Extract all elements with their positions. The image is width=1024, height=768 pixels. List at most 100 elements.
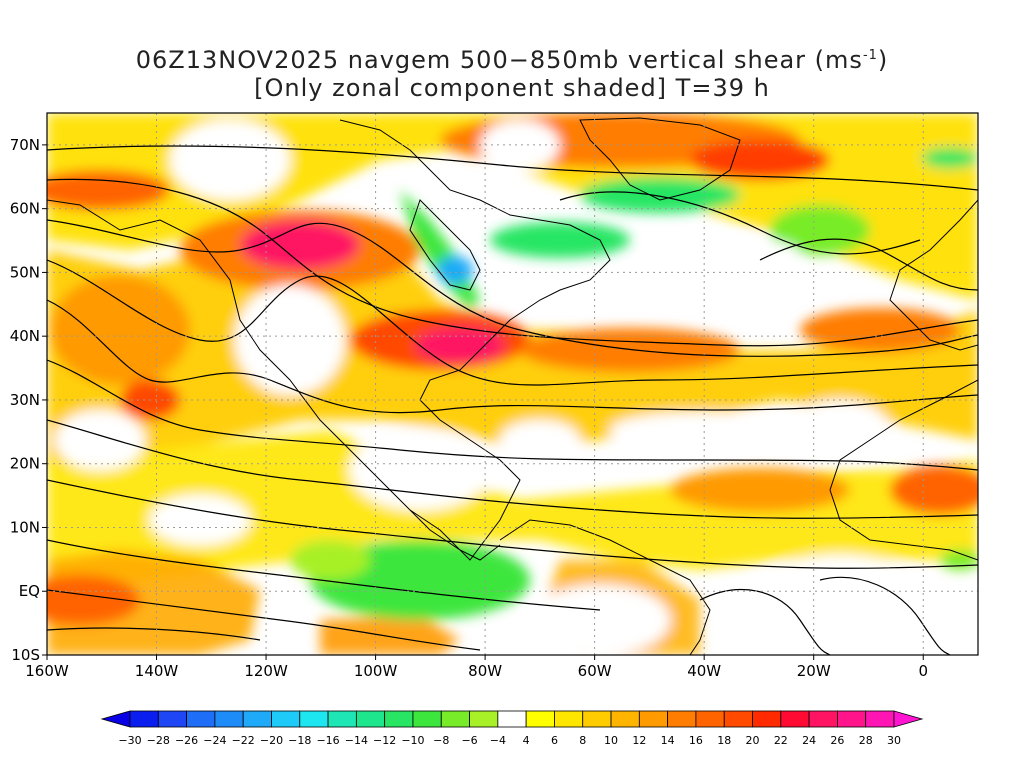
colorbar-label: −8 bbox=[433, 734, 449, 747]
gap-arctic-canada bbox=[480, 120, 560, 170]
hudson-bay bbox=[409, 199, 481, 291]
colorbar-label: −4 bbox=[490, 734, 506, 747]
colorbar-label: −26 bbox=[175, 734, 198, 747]
streamline bbox=[559, 191, 921, 255]
south-america-coast bbox=[499, 519, 711, 655]
shaded-field bbox=[47, 113, 978, 655]
colorbar-label: −16 bbox=[316, 734, 339, 747]
lon-label: 160W bbox=[25, 662, 69, 680]
colorbar-over-arrow bbox=[893, 710, 924, 728]
lat-axis-labels: 70N 60N 50N 40N 30N 20N 10N EQ 10S bbox=[10, 136, 40, 664]
neg-north-atlantic bbox=[770, 205, 870, 255]
lat-label: 70N bbox=[10, 136, 40, 154]
lon-label: 20W bbox=[797, 662, 831, 680]
streamline bbox=[47, 299, 978, 414]
colorbar-swatch bbox=[497, 710, 527, 728]
colorbar-swatch bbox=[610, 710, 640, 728]
colorbar-label: −14 bbox=[345, 734, 368, 747]
band-yellow-south bbox=[47, 430, 978, 590]
neg-labrador bbox=[490, 222, 630, 258]
gap-sahara bbox=[790, 400, 890, 460]
europe-coast bbox=[889, 199, 978, 351]
colorbar-label: 6 bbox=[551, 734, 558, 747]
lat-label: 20N bbox=[10, 455, 40, 473]
colorbar-label: 24 bbox=[802, 734, 816, 747]
colorbar-label: 14 bbox=[661, 734, 675, 747]
gap-rockies bbox=[235, 285, 345, 395]
neg-hudson-core bbox=[437, 256, 473, 284]
north-america-coast bbox=[47, 119, 611, 561]
colorbar-swatch bbox=[129, 710, 159, 728]
colorbar-label: 10 bbox=[604, 734, 618, 747]
gap-canada bbox=[170, 120, 290, 200]
gap-mexico bbox=[350, 430, 490, 510]
colorbar-swatch bbox=[582, 710, 612, 728]
core-pacific-west bbox=[50, 275, 190, 385]
colorbar-label: −6 bbox=[461, 734, 477, 747]
colorbar-swatch bbox=[157, 710, 187, 728]
streamline bbox=[47, 259, 978, 386]
colorbar-swatch bbox=[808, 710, 838, 728]
colorbar-swatch bbox=[780, 710, 810, 728]
title-end: ) bbox=[877, 46, 889, 74]
core-pacific-arc-red bbox=[240, 220, 360, 270]
streamline bbox=[819, 576, 951, 655]
plot-frame bbox=[46, 112, 979, 656]
lon-label: 140W bbox=[135, 662, 179, 680]
lon-label: 100W bbox=[354, 662, 398, 680]
streamline bbox=[47, 359, 978, 471]
colorbar-label: −28 bbox=[147, 734, 170, 747]
colorbar-swatch bbox=[299, 710, 329, 728]
core-africa bbox=[890, 465, 978, 515]
colorbar-swatch bbox=[214, 710, 244, 728]
colorbar bbox=[100, 710, 924, 728]
streamline bbox=[759, 238, 978, 291]
lon-label: 60W bbox=[578, 662, 612, 680]
title-text: 06Z13NOV2025 navgem 500−850mb vertical s… bbox=[135, 46, 863, 74]
core-alaska bbox=[47, 170, 170, 210]
colorbar-swatch bbox=[469, 710, 499, 728]
neg-east-pacific-light bbox=[290, 540, 370, 580]
band-orange-bottom bbox=[320, 615, 460, 655]
streamline bbox=[47, 627, 261, 641]
gap-caribbean bbox=[500, 420, 580, 460]
colorbar-swatch bbox=[865, 710, 895, 728]
colorbar-label: 28 bbox=[859, 734, 873, 747]
colorbar-label: −12 bbox=[373, 734, 396, 747]
chart-title-line2: [Only zonal component shaded] T=39 h bbox=[254, 74, 770, 102]
colorbar-label: 12 bbox=[632, 734, 646, 747]
neg-arctic-east bbox=[922, 148, 978, 168]
greenland bbox=[579, 117, 741, 201]
colorbar-label: 4 bbox=[523, 734, 530, 747]
colorbar-label: 26 bbox=[830, 734, 844, 747]
streamline bbox=[47, 219, 978, 357]
neg-gulf-guinea bbox=[940, 550, 978, 570]
lon-label: 80W bbox=[468, 662, 502, 680]
band-orange-equator bbox=[47, 550, 260, 655]
colorbar-label: 20 bbox=[746, 734, 760, 747]
streamlines bbox=[47, 145, 978, 655]
colorbar-swatch bbox=[525, 710, 555, 728]
lat-label: 30N bbox=[10, 391, 40, 409]
lon-axis-labels: 160W 140W 120W 100W 80W 60W 40W 20W 0 bbox=[25, 662, 928, 680]
colorbar-label: −30 bbox=[118, 734, 141, 747]
streamline bbox=[47, 178, 978, 347]
core-subtropics bbox=[670, 468, 850, 512]
streamline bbox=[47, 589, 481, 651]
colorbar-label: −10 bbox=[401, 734, 424, 747]
colorbar-label: −18 bbox=[288, 734, 311, 747]
core-greenland-east bbox=[690, 140, 830, 180]
axis-ticks bbox=[42, 144, 924, 660]
lat-label: 40N bbox=[10, 327, 40, 345]
colorbar-swatch bbox=[638, 710, 669, 728]
core-east-atlantic bbox=[800, 308, 960, 352]
gap-central-atlantic bbox=[610, 412, 790, 448]
colorbar-swatch bbox=[271, 710, 301, 728]
colorbar-swatch bbox=[440, 710, 470, 728]
colorbar-label: 16 bbox=[689, 734, 703, 747]
colorbar-swatch bbox=[186, 710, 216, 728]
graticule bbox=[47, 113, 978, 655]
title-sup: -1 bbox=[862, 48, 878, 63]
lat-label: 10S bbox=[11, 646, 40, 664]
central-america bbox=[409, 509, 501, 561]
